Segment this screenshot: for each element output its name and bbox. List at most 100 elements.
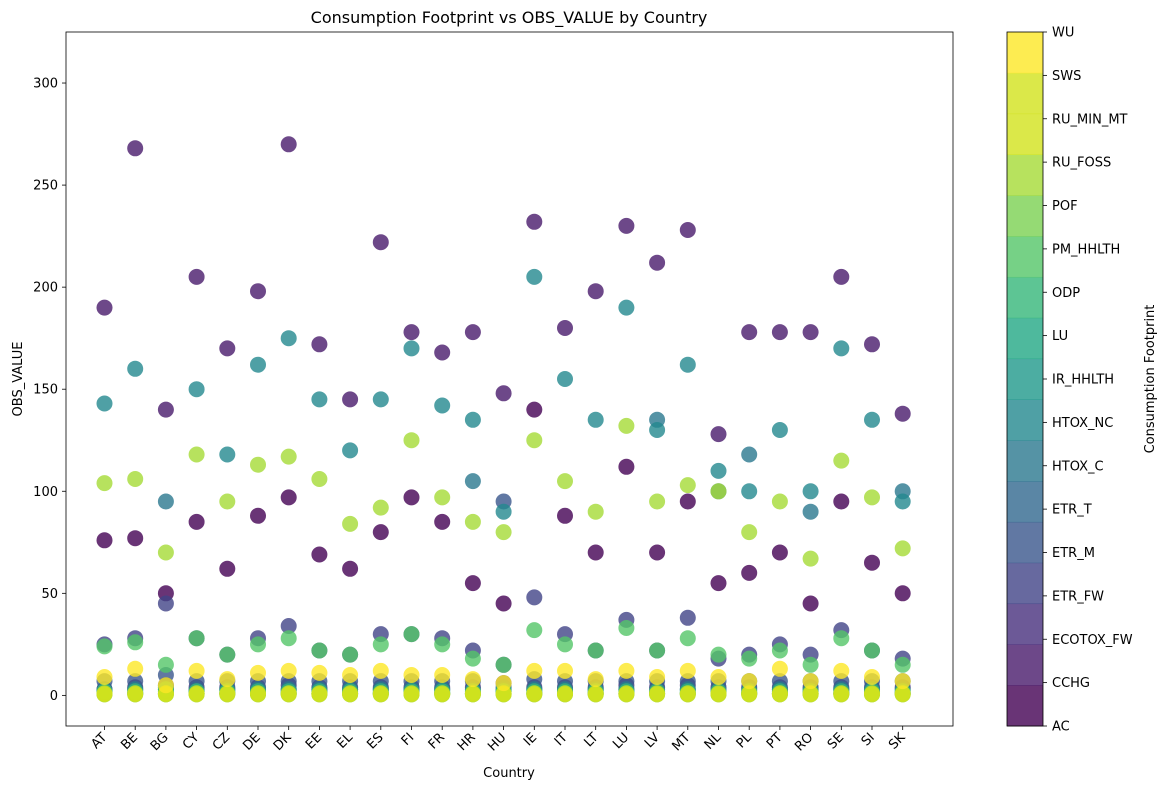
data-point [802,656,819,673]
data-point [188,446,205,463]
data-point [342,515,359,532]
data-point [771,685,788,702]
data-point [464,473,481,490]
x-tick-label: SE [825,730,847,752]
data-point [250,507,266,524]
x-axis-label: Country [483,766,535,781]
data-point [649,642,666,659]
data-point [526,662,543,679]
data-point [342,560,359,577]
data-point [557,473,573,490]
data-point [434,344,451,361]
data-point [219,685,236,702]
y-tick-label: 300 [33,77,58,92]
data-point [127,140,144,157]
data-point [188,268,205,285]
colorbar-segment [1007,644,1043,686]
colorbar-segment [1007,72,1043,115]
data-point [96,638,113,655]
colorbar-segment [1007,276,1043,319]
data-point [403,685,420,702]
data-point [802,483,819,500]
x-tick-label: LT [581,730,601,750]
data-point [587,685,604,702]
data-point [280,489,297,506]
colorbar-tick-label: ETR_FW [1052,589,1104,604]
colorbar-tick-label: WU [1052,26,1074,41]
y-tick-label: 50 [41,587,58,602]
x-tick-label: CY [180,730,203,753]
data-point [434,489,451,506]
colorbar-tick-label: HTOX_NC [1052,416,1113,431]
colorbar-segment [1007,154,1043,196]
data-point [741,650,758,667]
data-point [771,660,788,677]
data-point [188,662,205,679]
data-point [618,417,635,434]
data-point [741,564,758,581]
x-tick-label: DE [240,730,264,754]
data-point [618,217,635,234]
data-point [342,442,359,459]
y-tick-label: 150 [33,383,58,398]
data-point [679,493,696,510]
data-point [557,636,573,653]
colorbar-segment [1007,685,1043,727]
data-point [894,685,911,702]
data-point [311,336,328,353]
x-tick-label: DK [271,730,295,754]
data-point [495,385,512,402]
data-point [250,456,266,473]
data-point [403,626,420,643]
data-point [280,136,297,153]
plot-frame [65,31,954,727]
data-point [250,664,266,681]
x-tick-label: NL [702,730,725,753]
data-point [741,446,758,463]
data-point [864,685,880,702]
data-point [157,401,174,418]
y-axis-label: OBS_VALUE [11,342,26,417]
data-point [741,524,758,541]
data-point [833,340,850,357]
data-point [833,685,850,702]
data-point [127,660,144,677]
colorbar-segment [1007,481,1043,523]
x-tick-label: ES [364,730,386,752]
data-point [464,575,481,592]
data-point [526,432,543,449]
data-point [219,671,236,688]
data-point [710,685,727,702]
colorbar-tick-label: ETR_T [1052,503,1092,518]
data-point [649,669,666,685]
colorbar-tick-label: ETR_M [1052,546,1095,561]
data-point [771,642,788,659]
data-point [587,411,604,428]
x-tick-label: EE [303,730,325,752]
data-point [495,675,512,692]
data-point [127,530,144,547]
data-point [710,646,727,663]
data-point [342,667,359,683]
data-point [833,452,850,469]
data-point [802,324,819,341]
data-point [894,493,911,510]
colorbar-tick-label: POF [1052,199,1078,214]
chart-title: Consumption Footprint vs OBS_VALUE by Co… [311,8,708,28]
y-tick-label: 0 [50,689,58,704]
colorbar-segment [1007,562,1043,605]
data-point [802,685,819,702]
data-point [250,636,266,653]
x-tick-label: MT [669,730,693,754]
data-point [771,422,788,438]
data-point [587,503,604,520]
data-point [864,554,880,571]
data-point [311,546,328,563]
data-point [311,642,328,659]
data-point [710,426,727,443]
data-point [802,550,819,567]
data-point [864,489,880,506]
data-point [372,524,389,541]
data-point [557,685,573,702]
